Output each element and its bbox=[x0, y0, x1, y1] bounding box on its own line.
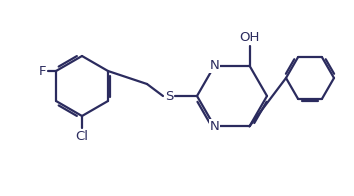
Text: S: S bbox=[165, 90, 173, 103]
Text: N: N bbox=[210, 120, 219, 133]
Text: OH: OH bbox=[239, 31, 260, 44]
Text: F: F bbox=[38, 64, 46, 77]
Text: Cl: Cl bbox=[75, 130, 88, 142]
Text: N: N bbox=[210, 59, 219, 72]
